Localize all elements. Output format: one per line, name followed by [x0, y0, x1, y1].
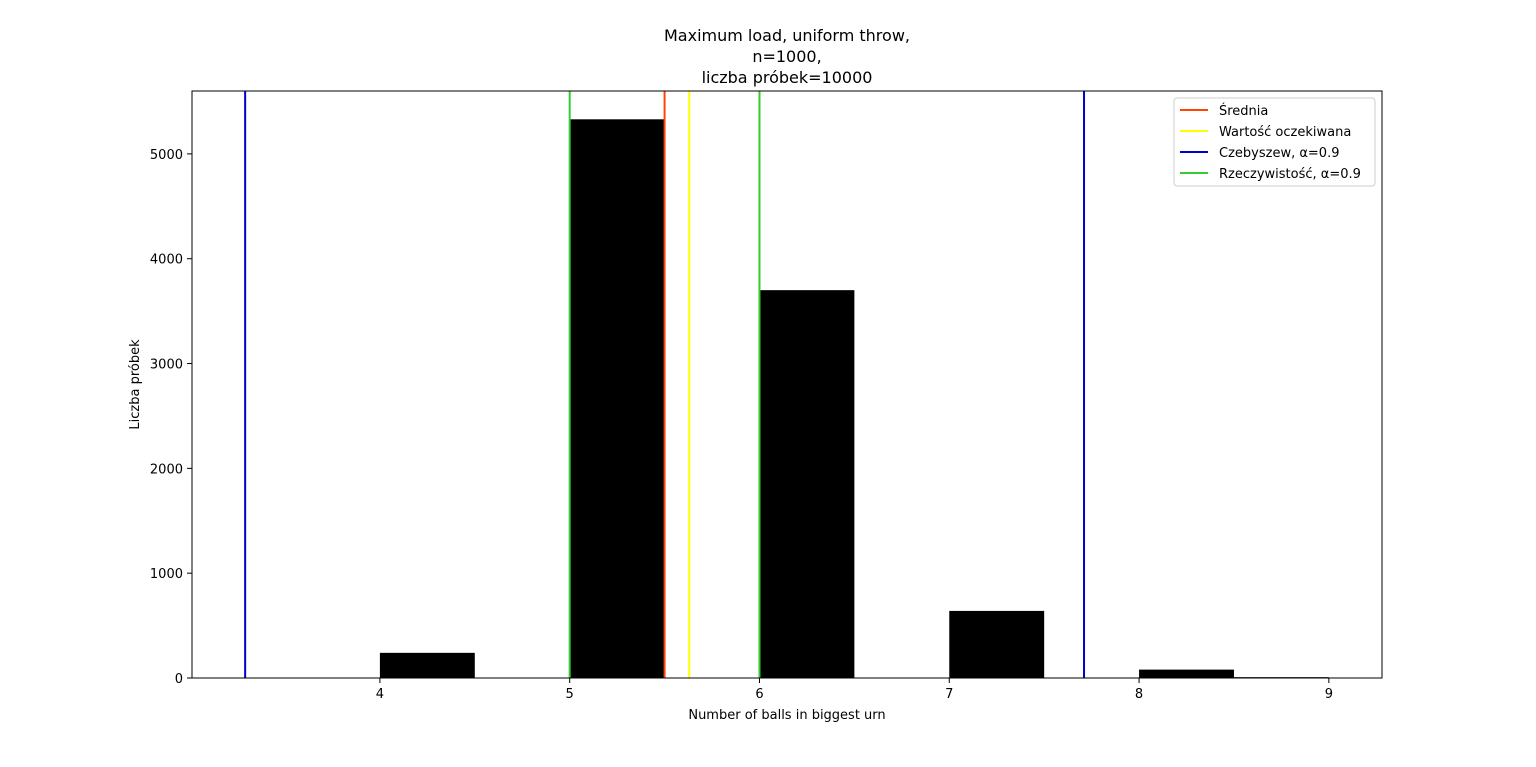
histogram-bar-5 [1139, 669, 1234, 678]
x-tick-label: 4 [376, 687, 384, 702]
x-tick-label: 6 [755, 687, 763, 702]
y-tick-label: 1000 [150, 567, 183, 582]
y-tick-label: 5000 [150, 148, 183, 163]
chart-title-line-2: n=1000, [752, 47, 821, 66]
y-axis-ticks: 0 1000 2000 3000 4000 5000 [150, 148, 192, 687]
y-tick-label: 3000 [150, 358, 183, 373]
chart-title-line-1: Maximum load, uniform throw, [664, 26, 910, 45]
x-tick-label: 8 [1135, 687, 1143, 702]
legend-label-2: Wartość oczekiwana [1219, 125, 1351, 140]
legend-label-1: Średnia [1219, 103, 1268, 119]
plot-area-frame [191, 90, 1383, 679]
x-tick-label: 5 [566, 687, 574, 702]
histogram-bar-1 [379, 652, 475, 678]
legend: Średnia Wartość oczekiwana Czebyszew, α=0.… [1173, 97, 1376, 187]
x-tick-label: 9 [1325, 687, 1333, 702]
y-tick-label: 0 [175, 672, 183, 687]
x-axis-ticks: 4 5 6 7 8 9 [376, 678, 1333, 702]
bar-series [379, 119, 1329, 679]
legend-label-4: Rzeczywistość, α=0.9 [1219, 167, 1361, 182]
chart-title: Maximum load, uniform throw, n=1000, lic… [664, 26, 910, 87]
x-tick-label: 7 [945, 687, 953, 702]
x-axis-label: Number of balls in biggest urn [688, 708, 885, 723]
y-tick-label: 4000 [150, 253, 183, 268]
histogram-bar-3 [759, 290, 855, 678]
chart-title-line-3: liczba próbek=10000 [702, 68, 873, 87]
histogram-bar-2 [569, 119, 665, 679]
legend-label-3: Czebyszew, α=0.9 [1219, 146, 1339, 161]
reference-lines [244, 91, 1086, 678]
y-tick-label: 2000 [150, 462, 183, 477]
y-axis-label: Liczba próbek [128, 339, 143, 430]
legend-box [1173, 97, 1376, 187]
histogram-bar-4 [949, 610, 1045, 678]
